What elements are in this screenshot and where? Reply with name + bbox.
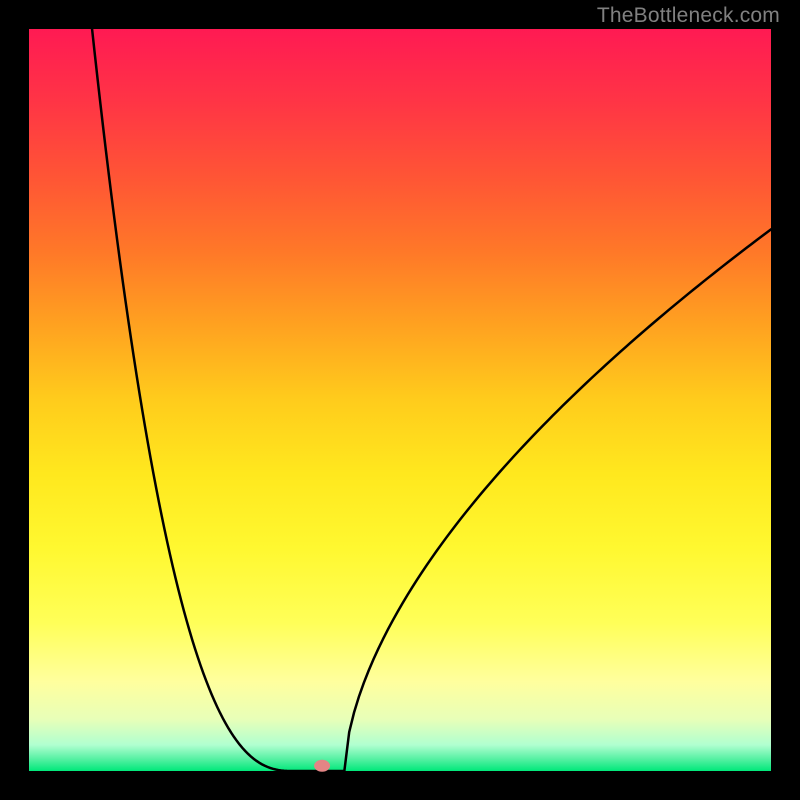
optimum-marker: [314, 760, 330, 772]
bottleneck-chart: [0, 0, 800, 800]
watermark-text: TheBottleneck.com: [597, 4, 780, 28]
